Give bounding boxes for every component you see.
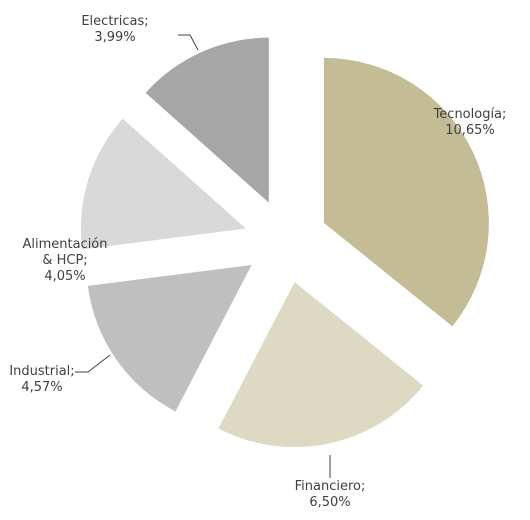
pie-slice bbox=[323, 57, 489, 327]
slice-label: Electricas; 3,99% bbox=[70, 14, 160, 46]
pie-slice bbox=[80, 118, 246, 250]
pie-slice bbox=[87, 265, 252, 412]
pie-slice bbox=[145, 37, 269, 203]
value-label: 3,99% bbox=[94, 30, 136, 45]
category-label: Industrial; bbox=[9, 364, 75, 379]
slice-label: Tecnología; 10,65% bbox=[425, 107, 515, 139]
slice-label: Alimentación & HCP; 4,05% bbox=[22, 237, 108, 285]
category-label: Alimentación & HCP; bbox=[22, 237, 108, 268]
leader-line bbox=[75, 354, 111, 373]
leader-line bbox=[178, 34, 199, 51]
value-label: 4,57% bbox=[21, 380, 63, 395]
slice-label: Financiero; 6,50% bbox=[285, 479, 375, 511]
value-label: 4,05% bbox=[44, 269, 86, 284]
value-label: 10,65% bbox=[445, 123, 495, 138]
category-label: Tecnología; bbox=[433, 107, 507, 122]
category-label: Financiero; bbox=[294, 479, 366, 494]
pie-slice bbox=[218, 282, 424, 448]
value-label: 6,50% bbox=[309, 495, 351, 510]
category-label: Electricas; bbox=[81, 14, 149, 29]
slice-label: Industrial; 4,57% bbox=[2, 364, 82, 396]
